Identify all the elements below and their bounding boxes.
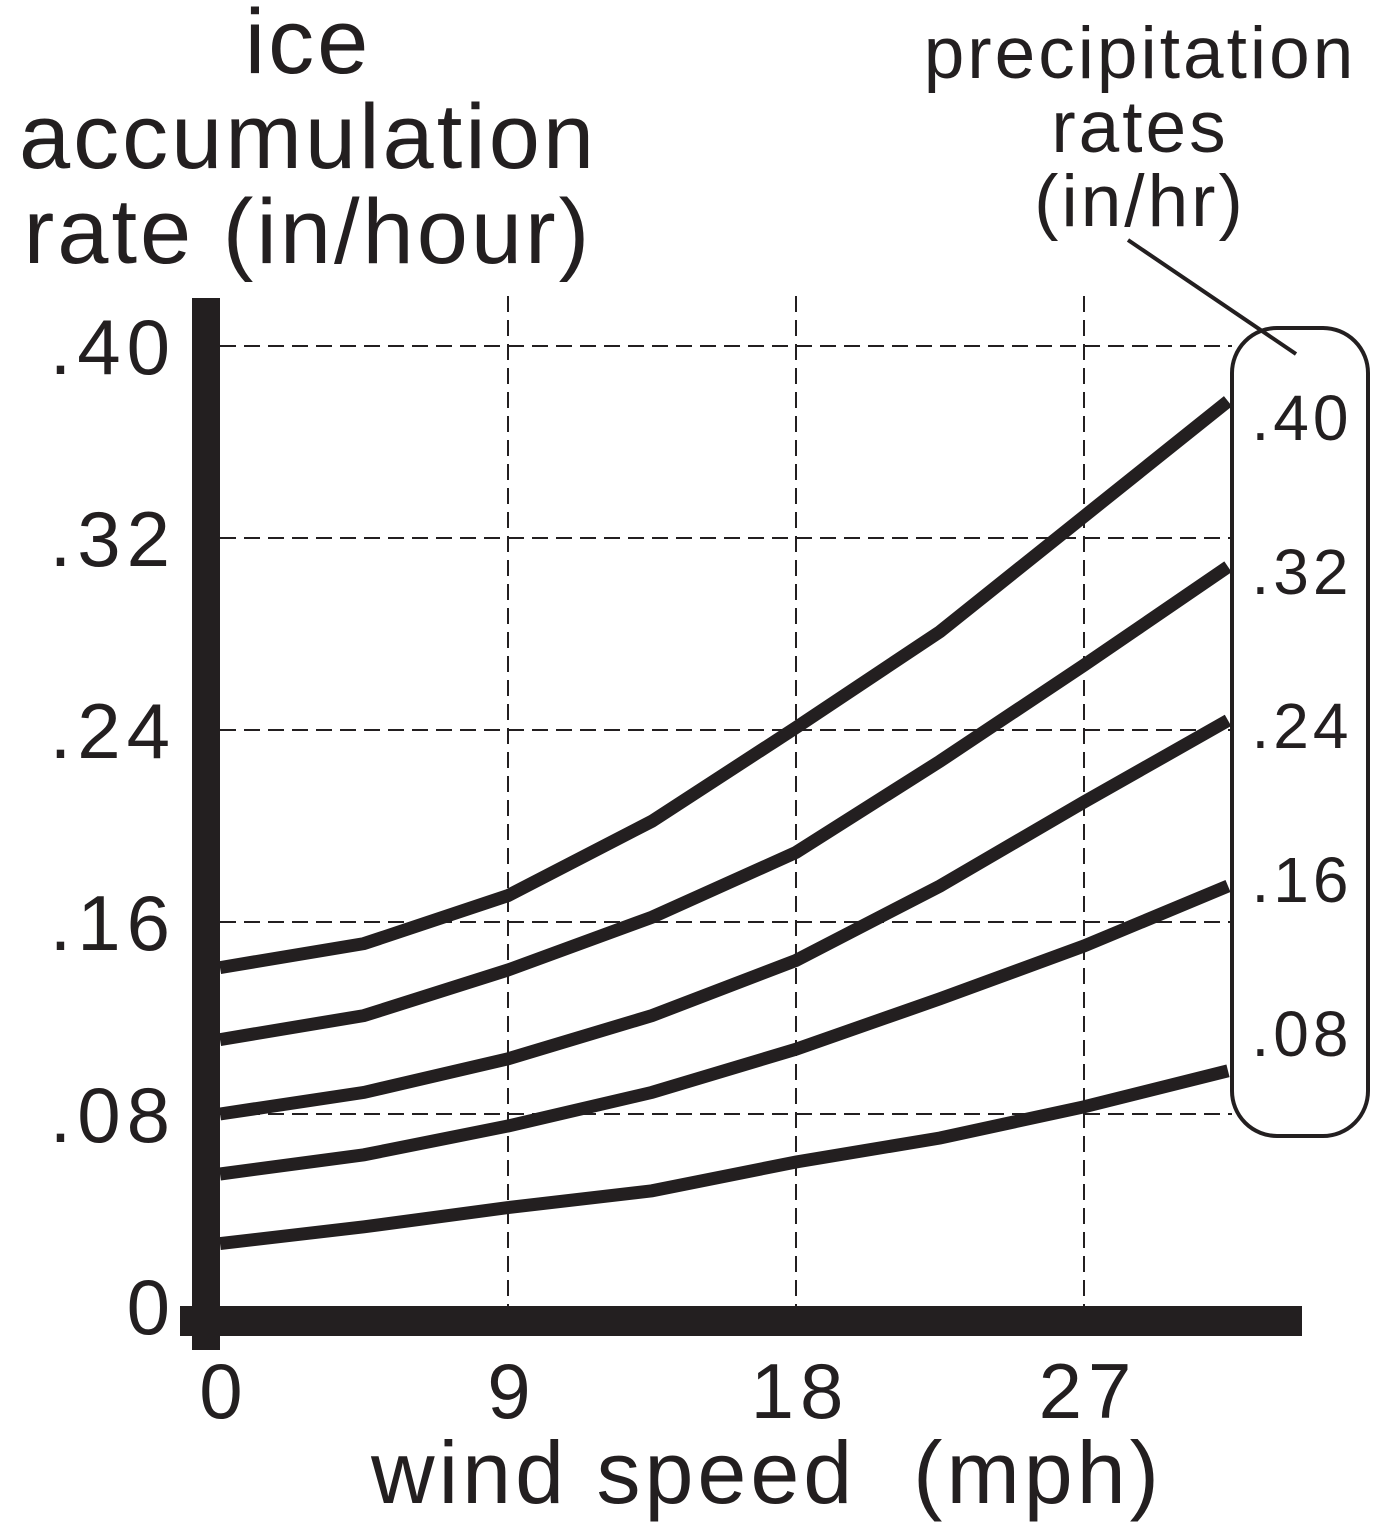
legend-label: .16 — [1252, 844, 1353, 916]
legend-title-line-3: (in/hr) — [1034, 161, 1246, 242]
legend-title: precipitation rates (in/hr) — [924, 13, 1357, 242]
y-axis-title-line-1: ice — [245, 0, 372, 93]
x-tick-label: 0 — [199, 1347, 248, 1435]
legend-label: .24 — [1252, 690, 1353, 762]
y-axis-line — [192, 298, 220, 1350]
y-tick-label: .24 — [50, 687, 176, 775]
y-tick-label: 0 — [127, 1263, 176, 1351]
grid — [220, 296, 1232, 1306]
series-line-4 — [219, 880, 1231, 1181]
legend-title-line-2: rates — [1051, 87, 1228, 168]
y-tick-label: .08 — [50, 1071, 176, 1159]
series-line-5 — [219, 1064, 1230, 1251]
x-tick-label: 18 — [751, 1347, 850, 1435]
legend-box — [1230, 326, 1370, 1138]
legend-label: .32 — [1252, 536, 1353, 608]
legend-label: .08 — [1252, 998, 1353, 1070]
y-tick-label: .40 — [50, 303, 176, 391]
x-axis-line — [180, 1306, 1302, 1336]
legend-title-line-1: precipitation — [924, 13, 1357, 94]
legend-leader-line — [1126, 238, 1298, 356]
legend-labels: .40 .32 .24 .16 .08 — [1252, 382, 1353, 1070]
series-line-1 — [218, 396, 1233, 975]
y-axis-title-line-2: accumulation — [19, 86, 597, 188]
x-axis-title: wind speed (mph) — [370, 1423, 1163, 1522]
series-lines — [218, 396, 1233, 1251]
y-tick-label: .16 — [50, 879, 176, 967]
legend-label: .40 — [1252, 382, 1353, 454]
x-tick-label: 9 — [487, 1347, 536, 1435]
x-tick-label: 27 — [1039, 1347, 1138, 1435]
axes — [180, 298, 1302, 1350]
y-axis-title-line-3: rate (in/hour) — [24, 181, 593, 283]
series-line-3 — [219, 714, 1232, 1121]
series-line-2 — [218, 561, 1232, 1047]
legend: .40 .32 .24 .16 .08 — [1126, 238, 1370, 1138]
y-axis-title: ice accumulation rate (in/hour) — [19, 0, 597, 283]
y-tick-label: .32 — [50, 495, 176, 583]
y-tick-labels: .40 .32 .24 .16 .08 0 — [50, 303, 176, 1351]
x-tick-labels: 0 9 18 27 — [199, 1347, 1138, 1435]
